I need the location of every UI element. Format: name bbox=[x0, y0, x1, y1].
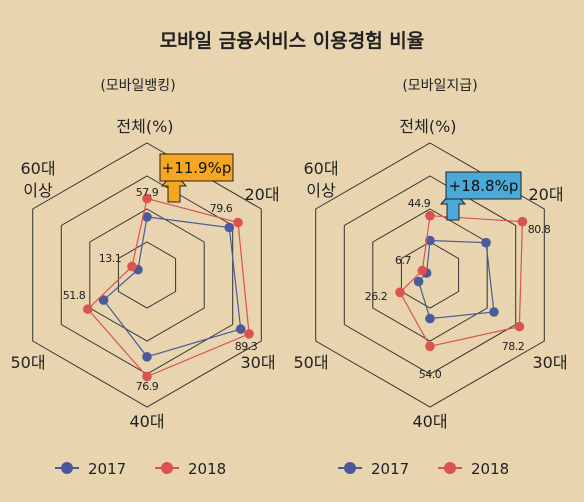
axis-label-6: 60대 이상 bbox=[303, 159, 338, 200]
point-2018-3 bbox=[244, 329, 254, 339]
legend-marker bbox=[61, 462, 73, 474]
axis-label-5: 50대 bbox=[10, 353, 45, 372]
callout-box bbox=[159, 153, 234, 182]
point-2018-4 bbox=[425, 341, 435, 352]
grid-ring-2 bbox=[89, 208, 205, 342]
data-label-1: 44.9 bbox=[408, 197, 431, 210]
point-2018-2 bbox=[233, 217, 243, 228]
legend-marker bbox=[444, 462, 456, 474]
axis-label-2: 20대 bbox=[528, 185, 563, 204]
point-2018-3 bbox=[514, 321, 525, 332]
legend-label: 2018 bbox=[188, 460, 226, 478]
point-2017-1 bbox=[425, 235, 435, 246]
chart-title: 모바일 금융서비스 이용경험 비율 bbox=[160, 30, 425, 52]
legend-label: 2017 bbox=[371, 460, 409, 478]
axis-label-4: 40대 bbox=[412, 412, 447, 431]
point-2018-6 bbox=[127, 261, 137, 272]
series-line-2017 bbox=[417, 239, 495, 320]
data-label-5: 26.2 bbox=[365, 290, 388, 303]
data-label-3: 78.2 bbox=[502, 340, 525, 353]
axis-label-2: 20대 bbox=[244, 185, 279, 204]
point-2017-2 bbox=[224, 222, 235, 233]
data-label-3: 89.3 bbox=[235, 340, 258, 353]
axis-label-4: 40대 bbox=[129, 412, 164, 431]
axis-label-1: 전체(%) bbox=[399, 117, 456, 136]
legend-item-2018: 2018 bbox=[155, 460, 226, 478]
legend-marker bbox=[161, 462, 173, 474]
legend-item-2017: 2017 bbox=[55, 460, 126, 478]
legend-label: 2017 bbox=[88, 460, 126, 478]
point-2018-4 bbox=[142, 371, 152, 382]
data-label-4: 76.9 bbox=[136, 380, 159, 393]
point-2018-1 bbox=[142, 193, 152, 204]
grid-ring-3 bbox=[343, 175, 517, 375]
point-2017-1 bbox=[142, 212, 152, 222]
point-2017-2 bbox=[481, 237, 491, 248]
axis-label-3: 30대 bbox=[532, 353, 567, 372]
point-2018-2 bbox=[517, 216, 528, 227]
grid-ring-4 bbox=[315, 142, 545, 408]
grid-ring-4 bbox=[32, 142, 262, 408]
point-2017-3 bbox=[235, 324, 246, 334]
axis-label-1: 전체(%) bbox=[116, 117, 173, 136]
chart-subtitle: (모바일뱅킹) bbox=[100, 78, 175, 94]
point-2017-3 bbox=[489, 307, 499, 317]
data-label-2: 79.6 bbox=[210, 202, 233, 215]
point-2018-1 bbox=[425, 210, 435, 221]
point-2018-5 bbox=[83, 304, 93, 315]
callout-text: +11.9%p bbox=[162, 159, 232, 177]
data-label-4: 54.0 bbox=[419, 368, 442, 381]
callout-text: +18.8%p bbox=[449, 177, 519, 195]
series-line-2017 bbox=[102, 216, 242, 358]
legend-marker bbox=[344, 462, 356, 474]
legend-item-2017: 2017 bbox=[338, 460, 409, 478]
point-2017-4 bbox=[142, 352, 152, 362]
chart-subtitle: (모바일지급) bbox=[402, 78, 477, 94]
data-label-6: 13.1 bbox=[99, 252, 122, 265]
point-2017-5 bbox=[98, 295, 109, 305]
point-2018-6 bbox=[417, 265, 428, 276]
legend-label: 2018 bbox=[471, 460, 509, 478]
data-label-2: 80.8 bbox=[528, 223, 551, 236]
point-2017-5 bbox=[413, 276, 424, 287]
data-label-5: 51.8 bbox=[63, 289, 86, 302]
axis-label-3: 30대 bbox=[240, 353, 275, 372]
grid-ring-1 bbox=[400, 241, 460, 309]
axis-label-5: 50대 bbox=[293, 353, 328, 372]
callout-box bbox=[445, 171, 522, 200]
data-label-6: 6.7 bbox=[395, 254, 411, 267]
legend-item-2018: 2018 bbox=[438, 460, 509, 478]
axis-label-6: 60대 이상 bbox=[20, 159, 55, 200]
data-label-1: 57.9 bbox=[136, 186, 159, 199]
radar-chart-1: (모바일뱅킹) 전체(%) 20대 30대 40대 50대 60대 이상 57.9 79.6 89.… bbox=[10, 78, 279, 478]
radar-chart-2: (모바일지급) 전체(%) 20대 30대 40대 50대 60대 이상 44.9 80.8 78.… bbox=[293, 78, 567, 478]
grid-ring-1 bbox=[117, 241, 177, 309]
point-2017-4 bbox=[425, 313, 435, 324]
series-line-2018 bbox=[86, 197, 250, 378]
grid-ring-3 bbox=[60, 175, 234, 375]
point-2018-5 bbox=[395, 287, 405, 298]
